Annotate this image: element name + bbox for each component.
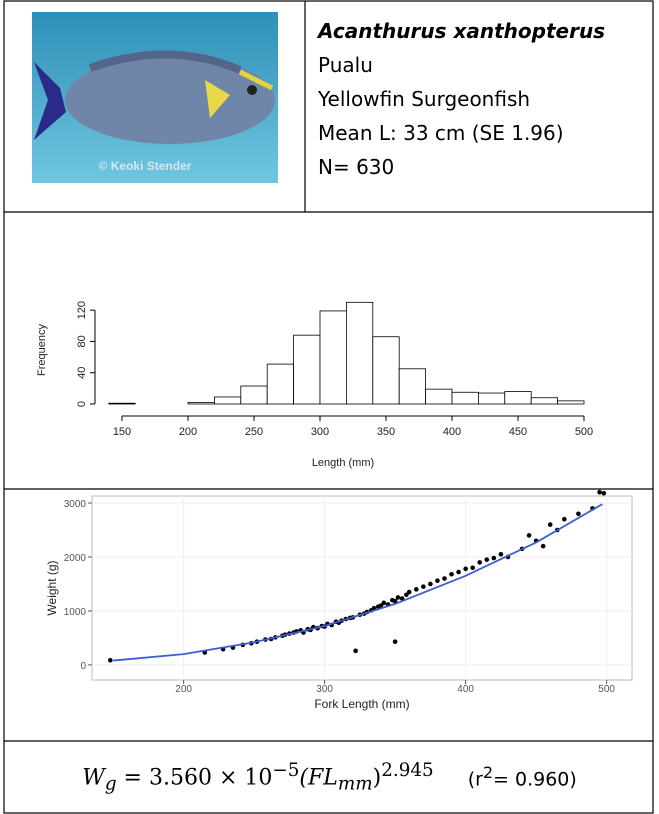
hist-bar	[319, 310, 347, 405]
x-tick-label: 500	[575, 426, 593, 438]
r-squared: (r2= 0.960)	[468, 763, 577, 790]
point	[108, 658, 113, 663]
point	[381, 600, 387, 606]
point	[576, 511, 581, 517]
eq-sub: g	[105, 773, 117, 794]
y-tick-label: 40	[76, 367, 88, 379]
point	[392, 639, 398, 644]
point	[463, 566, 468, 572]
point	[491, 555, 497, 561]
x-tick-label: 200	[175, 684, 192, 695]
y-tick-label: 2000	[64, 553, 87, 564]
r-open: (r	[467, 768, 483, 791]
x-axis-title: Length (mm)	[312, 457, 374, 469]
point	[456, 569, 461, 575]
eq-rhs: = 3.560 × 10	[123, 764, 273, 790]
x-tick-label: 400	[443, 426, 461, 438]
x-tick-label: 300	[316, 684, 333, 695]
point	[421, 584, 426, 589]
x-tick-label: 300	[311, 426, 329, 438]
point	[353, 648, 358, 654]
hist-bar	[530, 397, 559, 405]
x-tick-label: 400	[457, 684, 474, 695]
x-tick-label: 350	[377, 426, 395, 438]
hist-bar	[425, 388, 453, 405]
x-tick-label: 150	[113, 426, 131, 438]
point	[498, 551, 504, 557]
point	[526, 533, 532, 538]
r-value: = 0.960)	[493, 768, 577, 791]
eq-power: 2.945	[381, 759, 434, 781]
point	[392, 598, 398, 604]
y-tick-label: 0	[76, 401, 88, 407]
point	[540, 543, 546, 549]
y-axis-title: Frequency	[36, 324, 48, 376]
species-info: Acanthurus xanthopterus Pualu Yellowfin …	[318, 14, 605, 184]
scientific-name: Acanthurus xanthopterus	[318, 19, 606, 43]
x-tick-label: 250	[245, 426, 263, 438]
x-tick-label: 200	[179, 426, 197, 438]
eq-sub-text: g	[104, 773, 117, 795]
eq-exp: −5	[272, 759, 300, 781]
eq-var-sub: mm	[337, 773, 373, 795]
eq-var: (FL	[299, 764, 338, 790]
point	[442, 576, 447, 581]
y-tick-label: 120	[76, 301, 88, 319]
point	[562, 516, 567, 522]
local-name: Pualu	[318, 53, 373, 77]
hist-bar	[398, 368, 427, 405]
fit-line	[113, 503, 603, 662]
hist-bar	[477, 392, 506, 405]
hist-bar	[345, 301, 374, 405]
hist-bar	[240, 385, 268, 405]
common-name: Yellowfin Surgeonfish	[318, 87, 531, 111]
y-axis-title: Weight (g)	[45, 560, 59, 615]
mean-length: Mean L: 33 cm (SE 1.96)	[318, 121, 564, 145]
point	[399, 596, 405, 601]
hist-bar	[451, 391, 479, 405]
hist-bar	[187, 402, 215, 405]
sample-size: N= 630	[318, 155, 395, 179]
hist-bar	[293, 334, 321, 405]
hist-bar	[504, 391, 532, 405]
point	[470, 565, 475, 571]
x-axis-title: Fork Length (mm)	[314, 697, 409, 711]
eq-close: )	[372, 764, 382, 790]
point	[477, 560, 483, 565]
point	[406, 589, 412, 595]
point	[601, 491, 607, 496]
scatter-panel	[91, 495, 633, 681]
x-tick-label: 500	[598, 684, 615, 695]
r-sup: 2	[482, 763, 494, 783]
hist-bar	[372, 336, 400, 405]
hist-bar	[266, 363, 295, 405]
point	[484, 557, 490, 562]
equation: Wg = 3.560 × 10−5(FLmm)2.945 (r2= 0.960)	[0, 741, 659, 813]
hist-bar	[108, 402, 136, 405]
point	[449, 571, 454, 577]
point	[395, 595, 401, 600]
point	[597, 489, 602, 495]
table-borders	[3, 0, 654, 814]
point	[547, 522, 553, 527]
point	[428, 581, 433, 587]
point	[435, 578, 440, 584]
photo-credit: © Keoki Stender	[99, 159, 192, 173]
hist-bar	[213, 396, 242, 405]
x-tick-label: 450	[509, 426, 527, 438]
y-tick-label: 1000	[64, 607, 87, 618]
y-tick-label: 80	[76, 335, 88, 347]
y-tick-label: 0	[80, 661, 86, 672]
y-tick-label: 3000	[64, 499, 87, 510]
fish-photo: © Keoki Stender	[32, 12, 278, 183]
hist-bar	[557, 400, 585, 405]
point	[413, 587, 419, 592]
eq-lhs: W	[82, 764, 105, 790]
